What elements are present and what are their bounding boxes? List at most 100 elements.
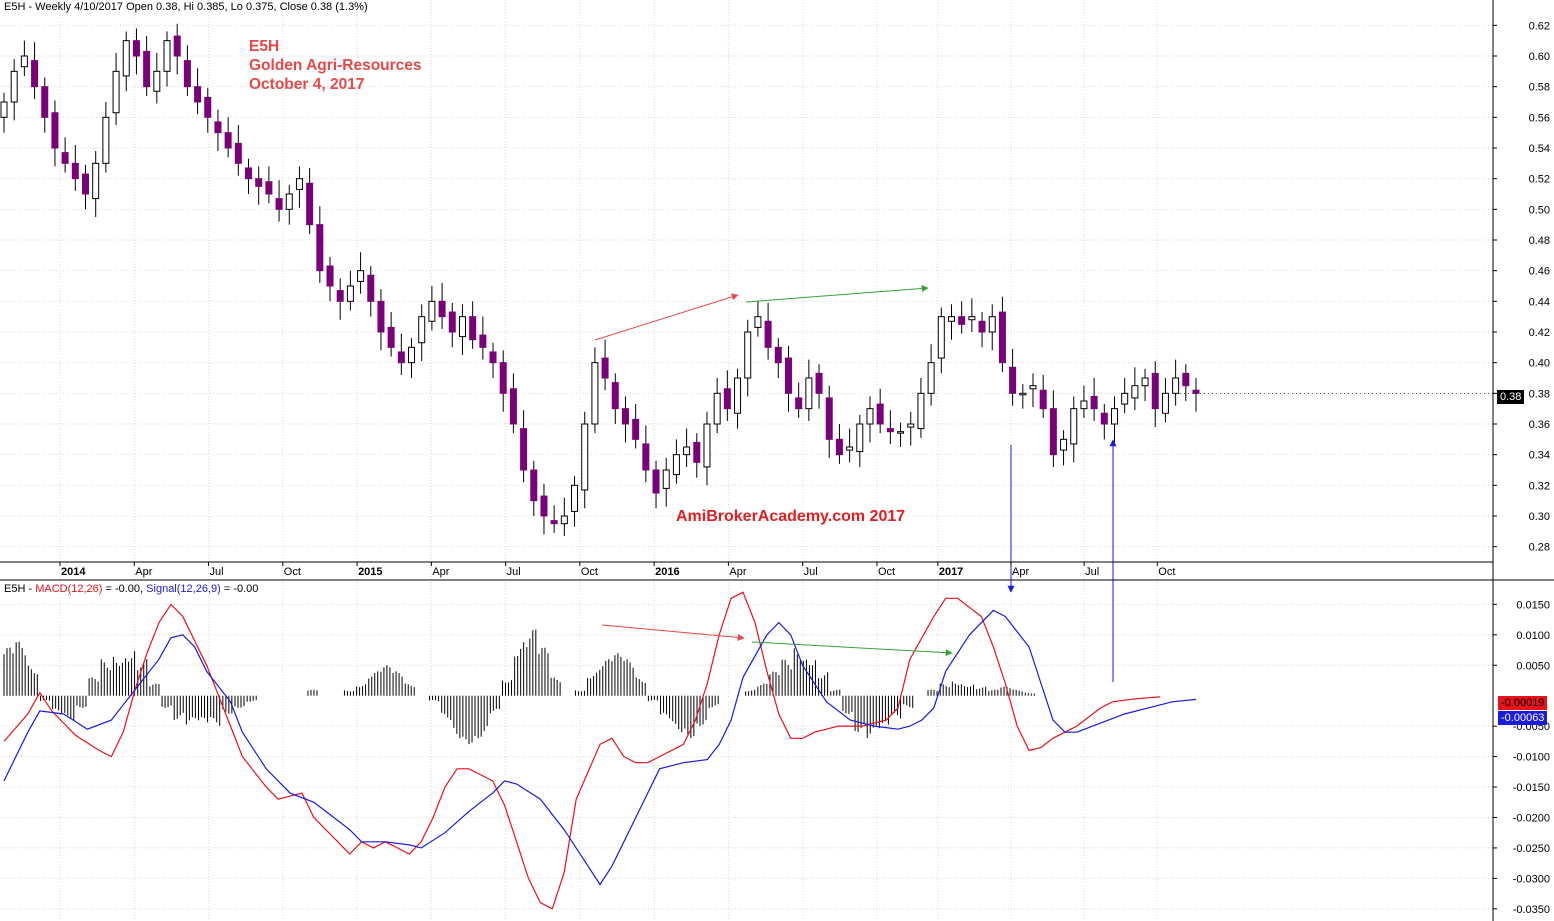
price-y-tick-label: 0.60 [1529,51,1550,63]
candle-down [621,408,629,425]
candle-down [214,121,222,134]
time-axis-label: 2015 [358,566,382,578]
macd-line [3,591,1161,910]
candle-up [122,40,130,77]
candle-up [1161,392,1169,414]
candle-down [1182,372,1190,387]
price-divergence-green-arrow [745,284,929,303]
candle-down [275,198,283,210]
candle-up [856,423,864,453]
time-axis-label: 2016 [655,566,679,578]
candle-down [316,224,324,272]
candle-down [876,403,884,425]
candle-down [723,388,731,410]
candle-down [265,181,273,195]
price-y-tick-label: 0.56 [1529,112,1550,124]
candle-down [204,96,212,118]
candle-up [897,431,905,434]
price-y-tick-label: 0.34 [1529,450,1550,462]
candle-down [397,351,405,364]
time-axis-label: 2014 [61,566,86,578]
candle-up [581,423,589,491]
candle-down [1009,366,1017,394]
candle-up [1019,392,1027,396]
candle-down [336,290,344,302]
candle-down [306,182,314,226]
candle-up [683,446,691,456]
candle-up [937,316,945,359]
candle-up [153,70,161,92]
candle-down [540,495,548,517]
candle-up [988,316,996,333]
time-axis-label: Jul [1085,566,1099,578]
price-y-tick-label: 0.42 [1529,327,1550,339]
price-y-tick-label: 0.38 [1529,388,1550,400]
macd-y-tick-label: 0.0050 [1516,660,1550,672]
candle-down [530,469,538,502]
annotation-symbol: E5H [249,38,280,55]
macd-y-tick-label: -0.0100 [1513,752,1550,764]
macd-y-tick-label: -0.0300 [1513,873,1550,885]
candle-up [112,70,120,114]
candle-down [224,132,232,149]
candle-up [102,116,110,164]
macd-header-prefix: E5H - [4,583,36,595]
candle-down [489,351,497,364]
candle-down [886,428,894,433]
macd-y-tick-label: -0.0350 [1513,904,1550,916]
candle-down [1049,408,1057,456]
candle-down [183,60,191,88]
watermark-text: AmiBrokerAcademy.com 2017 [676,508,906,525]
macd-header-macd-value: = -0.00, [102,583,147,595]
annotation-date: October 4, 2017 [249,76,365,93]
candle-down [978,320,986,333]
candle-up [846,446,854,451]
candle-up [672,454,680,476]
candle-up [20,55,28,68]
candle-down [387,326,395,348]
candle-down [998,311,1006,364]
candle-down [367,274,375,302]
candle-down [815,372,823,394]
macd-y-tick-label: 0.0100 [1516,630,1550,642]
macd-y-tick-label: -0.0150 [1513,782,1550,794]
candle-down [520,428,528,471]
candle-up [1080,400,1088,410]
candle-down [469,316,477,341]
candle-up [805,377,813,410]
candle-up [947,316,955,322]
candle-up [1131,385,1139,399]
time-axis-label: Apr [1012,566,1029,578]
time-axis-label: Oct [581,566,598,578]
candle-up [968,316,976,321]
candle-down [31,60,39,88]
time-axis-label: Apr [729,566,746,578]
macd-last-tag: -0.00019 [1498,696,1548,710]
candle-down [132,40,140,57]
macd-header-signal-label: Signal(12,26,9) [146,583,221,595]
candlestick-series [0,23,1493,536]
macd-divergence-green-arrow [751,641,953,657]
time-axis-label: Jul [507,566,521,578]
price-y-tick-label: 0.28 [1529,542,1550,554]
price-y-tick-label: 0.62 [1529,20,1550,32]
candle-up [1060,438,1068,451]
candle-down [825,397,833,440]
price-y-tick-label: 0.40 [1529,358,1550,370]
price-y-tick-label: 0.30 [1529,511,1550,523]
price-header: E5H - Weekly 4/10/2017 Open 0.38, Hi 0.3… [4,1,368,13]
time-axis-label: Jul [804,566,818,578]
price-y-tick-label: 0.54 [1529,143,1550,155]
candle-up [734,377,742,414]
candle-down [82,173,90,195]
candle-up [907,423,915,428]
candle-up [1121,392,1129,405]
candle-down [1192,389,1200,394]
candle-up [0,101,8,118]
candle-up [1141,377,1149,387]
candle-down [255,178,263,187]
time-axis-label: Apr [135,566,152,578]
time-axis-label: Apr [432,566,449,578]
candle-down [143,50,151,88]
candle-up [285,193,293,210]
